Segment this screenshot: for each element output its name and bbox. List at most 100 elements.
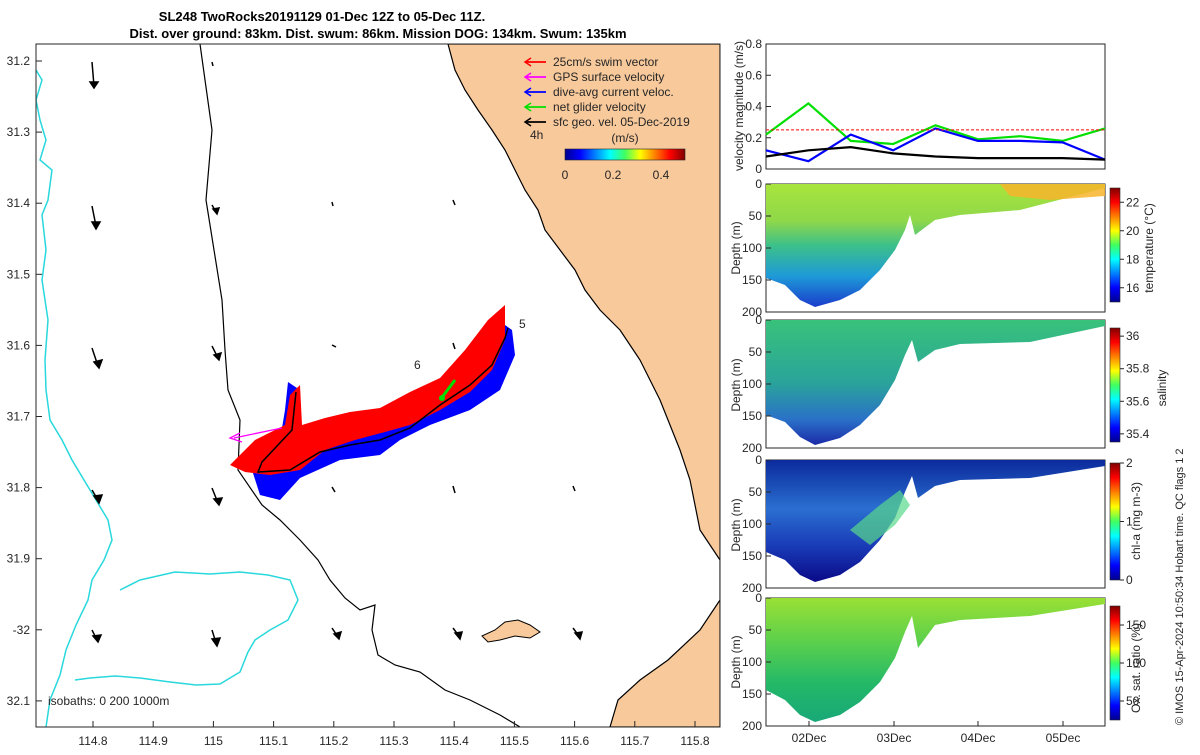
- colorbar-tick-label: 0.4: [653, 168, 670, 182]
- map-y-tick-label: 31.6: [7, 338, 31, 352]
- map-x-tick-label: 115.1: [259, 734, 288, 748]
- map-x-tick-label: 115.5: [500, 734, 529, 748]
- time-tick-label: 03Dec: [877, 731, 912, 745]
- chlorophyll-max-layer: [850, 490, 910, 545]
- temperature-label: temperature (°C): [1142, 203, 1156, 293]
- figure-title-line1: SL248 TwoRocks20191129 01-Dec 12Z to 05-…: [159, 9, 485, 24]
- isobath-1000-b: [74, 571, 299, 686]
- velocity-y-tick-label: 0: [755, 162, 762, 176]
- depth-axis-label: Depth (m): [729, 221, 743, 274]
- depth-tick-label: 0: [755, 313, 762, 327]
- map-y-tick-label: 31.3: [7, 125, 31, 139]
- map-panel: SL248 TwoRocks20191129 01-Dec 12Z to 05-…: [7, 9, 721, 748]
- oxygen-colorbar: [1109, 605, 1121, 721]
- depth-axis-label: Depth (m): [729, 498, 743, 551]
- oxygen-label: Ox. sat. ratio (%): [1129, 623, 1143, 713]
- map-frame: [35, 43, 721, 728]
- depth-tick-label: 100: [742, 655, 762, 669]
- map-x-tick-label: 115: [204, 734, 223, 748]
- colorbar-tick-value: 20: [1126, 224, 1140, 238]
- legend-label: 25cm/s swim vector: [553, 55, 658, 69]
- temperature-panel: temperature (°C): [765, 183, 1156, 313]
- legend-label: sfc geo. vel. 05-Dec-2019: [553, 115, 690, 129]
- depth-tick-label: 100: [742, 377, 762, 391]
- depth-tick-label: 200: [742, 719, 762, 733]
- legend-arrowhead: [523, 102, 532, 112]
- velocity-y-tick-label: 0.2: [745, 131, 762, 145]
- map-y-tick-label: 31.2: [7, 54, 31, 68]
- legend-arrowhead: [523, 117, 532, 127]
- colorbar-tick-value: 18: [1126, 252, 1140, 266]
- colorbar-tick-value: 22: [1126, 195, 1140, 209]
- oxygen-section: [766, 598, 1105, 722]
- depth-tick-label: 50: [749, 485, 763, 499]
- colorbar-tick-value: 150: [1126, 618, 1146, 632]
- time-axis: 02Dec 03Dec 04Dec 05Dec: [792, 721, 1081, 745]
- waypoint-5: 5: [519, 317, 526, 331]
- figure-title-line2: Dist. over ground: 83km. Dist. swum: 86k…: [129, 26, 626, 41]
- isobath-label: isobaths: 0 200 1000m: [48, 694, 169, 708]
- depth-tick-label: 200: [742, 305, 762, 319]
- map-y-tick-label: -32: [13, 623, 31, 637]
- gps-velocity-arrow: [233, 427, 283, 439]
- velocity-y-tick-label: 0.6: [745, 68, 762, 82]
- salinity-panel: salinity: [765, 319, 1169, 449]
- track-line: [256, 327, 509, 473]
- depth-axis-label: Depth (m): [729, 635, 743, 688]
- legend-arrowhead: [523, 72, 532, 82]
- chlorophyll-panel: chl-a (mg m-3): [765, 459, 1143, 589]
- chlorophyll-colorbar: [1109, 462, 1121, 581]
- time-tick-label: 05Dec: [1046, 731, 1081, 745]
- map-x-tick-label: 115.8: [680, 734, 709, 748]
- colorbar-tick-value: 0: [1126, 573, 1133, 587]
- credit-text: © IMOS 15-Apr-2024 10:50:34 Hobart time.…: [1174, 448, 1186, 725]
- map-y-tick-label: 32.1: [7, 694, 31, 708]
- map-y-tick-label: 31.7: [7, 410, 31, 424]
- oxygen-panel: Ox. sat. ratio (%): [765, 597, 1143, 727]
- map-x-tick-label: 115.4: [440, 734, 469, 748]
- colorbar-tick-value: 16: [1126, 281, 1140, 295]
- velocity-panel: 0 0.2 0.4 0.6 0.8 velocity magnitude (m/s): [732, 37, 1106, 176]
- net-glider-marker: [439, 395, 445, 401]
- isobath-200: [199, 44, 521, 727]
- speed-colorbar: [564, 148, 686, 161]
- legend-arrowhead: [523, 57, 532, 67]
- colorbar-tick-value: 1: [1126, 515, 1133, 529]
- colorbar-axes: 22 20 18 16 36 35.8 35.6 35.4 2 1 0 150 100 50: [1120, 195, 1150, 708]
- map-x-tick-label: 115.2: [319, 734, 348, 748]
- map-y-tick-label: 31.9: [7, 552, 31, 566]
- depth-tick-label: 150: [742, 687, 762, 701]
- waypoint-6: 6: [414, 358, 421, 372]
- map-y-tick-label: 31.8: [7, 481, 31, 495]
- legend-label: GPS surface velocity: [553, 70, 664, 84]
- velocity-series: [765, 101, 1106, 163]
- temperature-colorbar: [1109, 187, 1121, 303]
- land-area: [447, 44, 720, 727]
- velocity-y-axis: 0 0.2 0.4 0.6 0.8: [745, 37, 771, 176]
- colorbar-tick-label: 0: [562, 168, 569, 182]
- colorbar-tick-value: 100: [1126, 656, 1146, 670]
- current-vector-band: [252, 325, 515, 500]
- map-x-tick-label: 115.7: [620, 734, 649, 748]
- depth-tick-label: 200: [742, 441, 762, 455]
- colorbar-tick-value: 2: [1126, 456, 1133, 470]
- geo-velocity-arrows: [88, 61, 584, 648]
- legend-time-label: 4h: [530, 128, 543, 142]
- map-y-axis: 31.2 31.3 31.4 31.5 31.6 31.7 31.8 31.9 -32 32.1: [7, 54, 42, 708]
- velocity-y-tick-label: 0.8: [745, 37, 762, 51]
- depth-tick-label: 50: [749, 209, 763, 223]
- map-x-axis: 114.8 114.9 115 115.1 115.2 115.3 115.4 115.5 11…: [78, 721, 710, 748]
- island-shape: [481, 619, 541, 643]
- depth-tick-label: 50: [749, 345, 763, 359]
- legend-label: net glider velocity: [553, 100, 646, 114]
- chlorophyll-section: [766, 460, 1105, 582]
- depth-axis-label: Depth (m): [729, 358, 743, 411]
- depth-tick-label: 0: [755, 591, 762, 605]
- colorbar-tick-value: 35.4: [1126, 427, 1150, 441]
- map-y-tick-label: 31.5: [7, 267, 31, 281]
- map-x-tick-label: 114.8: [78, 734, 107, 748]
- legend-arrowhead: [523, 87, 532, 97]
- isobath-1000-a: [36, 69, 113, 727]
- gps-velocity-arrowhead: [228, 432, 243, 443]
- legend-label: dive-avg current veloc.: [553, 85, 674, 99]
